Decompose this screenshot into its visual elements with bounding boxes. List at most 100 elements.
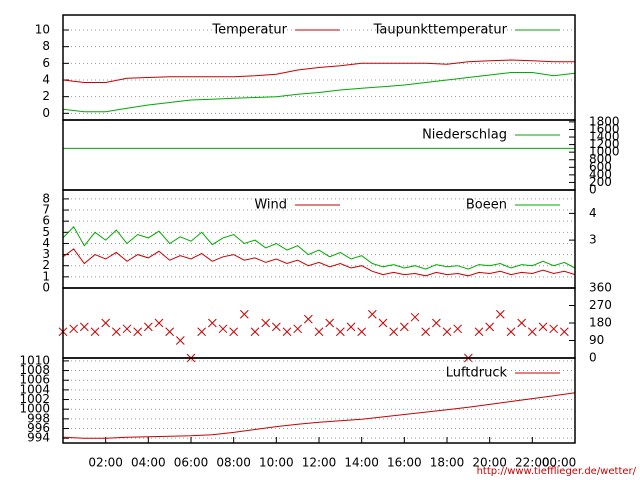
scatter-point [197,327,207,337]
y-tick-label: 1004 [19,382,50,396]
legend-label: Temperatur [211,23,287,38]
y-tick-label: 1000 [19,402,50,416]
scatter-point [399,322,409,332]
y2-tick-label: 3 [589,233,597,247]
scatter-point [357,327,367,337]
series-line [62,59,575,83]
y-tick-label: 1006 [19,373,50,387]
scatter-point [389,327,399,337]
scatter-point [111,327,121,337]
y-tick-label: 4 [42,73,50,87]
legend-label: Niederschlag [422,128,507,143]
x-tick-label: 20:00 [472,456,507,470]
y-tick-label: 1002 [19,392,50,406]
scatter-point [346,322,356,332]
y2-tick-label: 400 [589,167,612,181]
y2-tick-label: 0 [589,183,597,197]
scatter-point [165,327,175,337]
y-tick-label: 994 [27,431,50,445]
legend-label: Boeen [466,198,507,213]
scatter-point [325,318,335,328]
y2-tick-label: 1000 [589,145,620,159]
scatter-point [517,318,527,328]
scatter-point [453,324,463,334]
scatter-point [527,327,537,337]
scatter-point [421,327,431,337]
y-tick-label: 8 [42,191,50,205]
y-tick-label: 1 [42,269,50,283]
scatter-point [314,327,324,337]
y-tick-label: 2 [42,258,50,272]
x-tick-label: 10:00 [259,456,294,470]
y-tick-label: 7 [42,203,50,217]
scatter-point [79,322,89,332]
scatter-point [549,324,559,334]
y2-tick-label: 200 [589,175,612,189]
scatter-point [474,327,484,337]
x-tick-label: 18:00 [430,456,465,470]
scatter-point [367,309,377,319]
series-line [62,225,576,270]
y2-tick-label: 270 [589,298,612,312]
y-tick-label: 0 [42,106,50,120]
scatter-point [154,318,164,328]
scatter-point [175,336,185,345]
series-line [62,248,576,277]
scatter-point [410,312,420,322]
y2-tick-label: 4 [589,206,597,220]
x-tick-label: 22:00 [515,456,550,470]
legend-label: Luftdruck [446,366,508,381]
y-tick-label: 996 [27,421,50,435]
scatter-point [207,318,217,328]
scatter-point [293,324,303,334]
series-line [62,392,576,439]
y-tick-label: 1010 [19,353,50,367]
scatter-point [559,327,569,337]
legend-label: Taupunkttemperatur [373,23,508,38]
y-tick-label: 8 [42,39,50,53]
scatter-point [261,318,271,328]
scatter-point [495,309,505,319]
scatter-point [335,327,345,337]
y-tick-label: 1008 [19,363,50,377]
y-tick-label: 6 [42,56,50,70]
scatter-point [143,322,153,332]
scatter-point [101,318,111,328]
scatter-point [271,322,281,332]
y2-tick-label: 0 [589,351,597,365]
series-line [62,72,576,113]
y-tick-label: 3 [42,247,50,261]
footer-link: http://www.tiefflieger.de/wetter/ [477,466,637,477]
y-tick-label: 6 [42,214,50,228]
scatter-point [218,324,228,334]
scatter-point [69,324,79,334]
panel-frame [62,357,576,444]
scatter-point [250,327,260,337]
scatter-point [303,314,313,324]
scatter-point [506,327,516,337]
y-tick-label: 998 [27,411,50,425]
x-tick-label: 12:00 [302,456,337,470]
scatter-point [122,324,132,334]
scatter-point [229,327,239,337]
x-tick-label: 00:00 [542,456,577,470]
scatter-point [90,327,100,337]
x-tick-label: 08:00 [216,456,251,470]
y2-tick-label: 1400 [589,130,620,144]
y2-tick-label: 90 [589,333,604,347]
y2-tick-label: 600 [589,160,612,174]
scatter-point [431,318,441,328]
scatter-point [538,322,548,332]
y-tick-label: 10 [35,23,50,37]
scatter-point [239,309,249,319]
y2-tick-label: 1200 [589,137,620,151]
legend-label: Wind [254,198,287,213]
y-tick-label: 4 [42,236,50,250]
y2-tick-label: 800 [589,152,612,166]
y2-tick-label: 360 [589,281,612,295]
scatter-point [442,327,452,337]
x-tick-label: 02:00 [88,456,123,470]
